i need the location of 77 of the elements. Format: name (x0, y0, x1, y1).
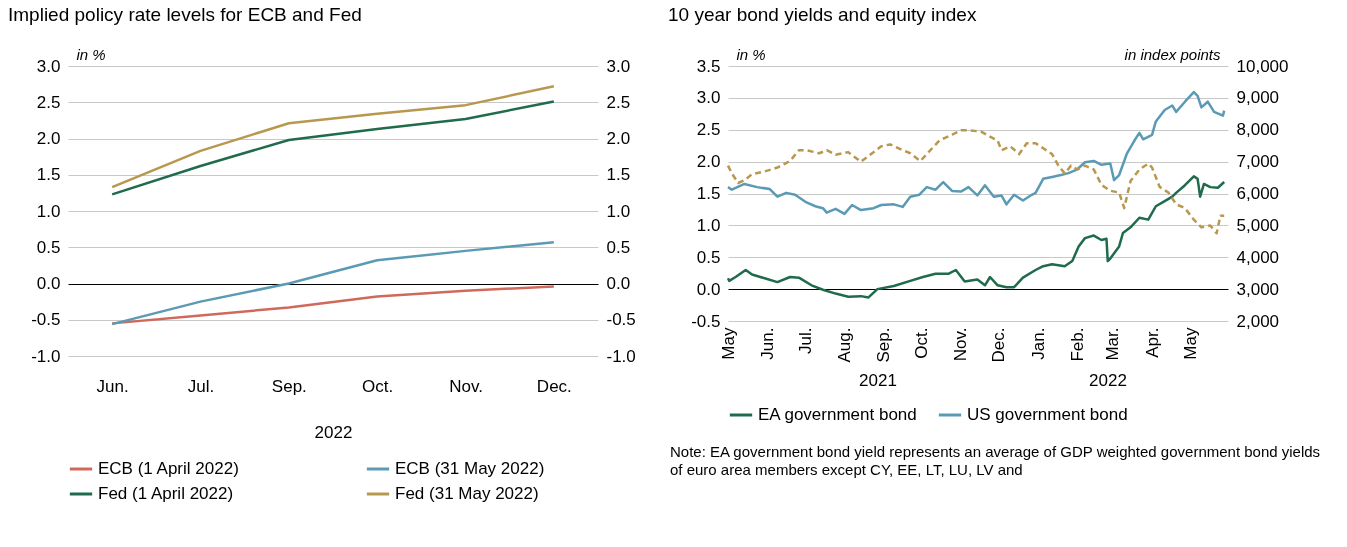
x-tick-label: Sep. (271, 376, 307, 396)
x-tick-label: Jul. (187, 376, 215, 396)
legend-label: Fed (31 May 2022) (395, 484, 539, 503)
x-tick-label: May (1180, 327, 1200, 360)
y2-tick-label: -0.5 (606, 310, 636, 330)
y2-tick-label: 6,000 (1236, 184, 1280, 203)
chart-title: Implied policy rate levels for ECB and Fed (8, 4, 362, 25)
y-tick-label: 3.5 (696, 56, 721, 76)
chart-title: 10 year bond yields and equity index (668, 4, 977, 25)
y2-axis-title: in index points (1124, 45, 1221, 63)
x-tick-label: Nov. (951, 327, 971, 362)
line-series (726, 128, 1226, 235)
x-tick-label: Sep. (874, 327, 894, 363)
x-tick-label: Feb. (1067, 327, 1087, 362)
y-axis-title: in % (736, 45, 766, 63)
y-tick-label: 0.5 (696, 247, 721, 267)
line-series (110, 100, 556, 196)
x-tick-label: Jun. (757, 327, 777, 360)
y2-tick-label: 1.0 (606, 201, 631, 221)
y-tick-label: -1.0 (31, 346, 61, 366)
x-tick-label: Oct. (912, 327, 932, 359)
legend-label: ECB (1 April 2022) (98, 459, 239, 478)
x-tick-label: Apr. (1142, 327, 1162, 358)
line-series (726, 90, 1226, 216)
x-tick-label: May (718, 327, 738, 360)
x-tick-label: Dec. (536, 376, 572, 396)
y-tick-label: 1.5 (36, 165, 61, 185)
y-tick-label: 0.5 (36, 237, 61, 257)
y-tick-label: 1.5 (696, 184, 721, 203)
line-series (726, 175, 1226, 299)
y-tick-label: 1.0 (36, 201, 61, 221)
y2-tick-label: 3,000 (1236, 279, 1280, 299)
y-tick-label: 2.0 (696, 152, 721, 172)
y2-tick-label: 2.5 (606, 92, 631, 112)
y-tick-label: 2.5 (36, 92, 61, 112)
legend-label: US government bond (967, 405, 1128, 424)
y2-tick-label: 0.0 (606, 274, 631, 293)
x-tick-label: Aug. (834, 327, 854, 363)
y2-tick-label: 8,000 (1236, 120, 1280, 140)
y-tick-label: 0.0 (696, 279, 721, 299)
y2-tick-label: 4,000 (1236, 247, 1280, 267)
legend-label: Fed (1 April 2022) (98, 484, 234, 503)
line-series (110, 85, 556, 189)
x-tick-label: Jan. (1028, 327, 1048, 360)
y-tick-label: 3.0 (696, 88, 721, 108)
y-tick-label: -0.5 (691, 311, 721, 331)
y2-tick-label: -1.0 (606, 346, 636, 366)
y2-tick-label: 3.0 (606, 56, 631, 76)
y2-tick-label: 2.0 (606, 129, 631, 148)
y-tick-label: 2.5 (696, 120, 721, 140)
y2-tick-label: 5,000 (1236, 215, 1280, 235)
line-series (110, 285, 556, 325)
x-tick-label: Nov. (449, 376, 483, 396)
y-tick-label: 1.0 (696, 215, 721, 235)
y2-tick-label: 2,000 (1236, 311, 1280, 331)
y-tick-label: 2.0 (36, 129, 61, 148)
y-axis-title: in % (76, 45, 106, 63)
y2-tick-label: 0.5 (606, 237, 631, 257)
legend-label: EA government bond (758, 405, 917, 424)
y-tick-label: 3.0 (36, 56, 61, 76)
y-tick-label: 0.0 (36, 274, 61, 293)
x-tick-label: Mar. (1103, 327, 1123, 361)
x-axis-title: 2022 (314, 422, 353, 442)
x-tick-label: Jun. (96, 376, 129, 396)
text: 2021 (859, 371, 897, 390)
y2-tick-label: 1.5 (606, 165, 631, 185)
text: Note: EA government bond yield represents an average of GDP weighted government bond yields of euro area members except CY, EE, LT, LU, LV and (670, 443, 1322, 479)
x-tick-label: Dec. (989, 327, 1009, 363)
line-series (110, 240, 556, 326)
legend-label: ECB (31 May 2022) (395, 459, 545, 478)
y-tick-label: -0.5 (31, 310, 61, 330)
y2-tick-label: 7,000 (1236, 152, 1280, 172)
x-tick-label: Oct. (362, 376, 394, 396)
x-tick-label: Jul. (795, 327, 815, 354)
y2-tick-label: 9,000 (1236, 88, 1280, 108)
y2-tick-label: 10,000 (1236, 56, 1289, 76)
text: 2022 (1089, 371, 1127, 390)
